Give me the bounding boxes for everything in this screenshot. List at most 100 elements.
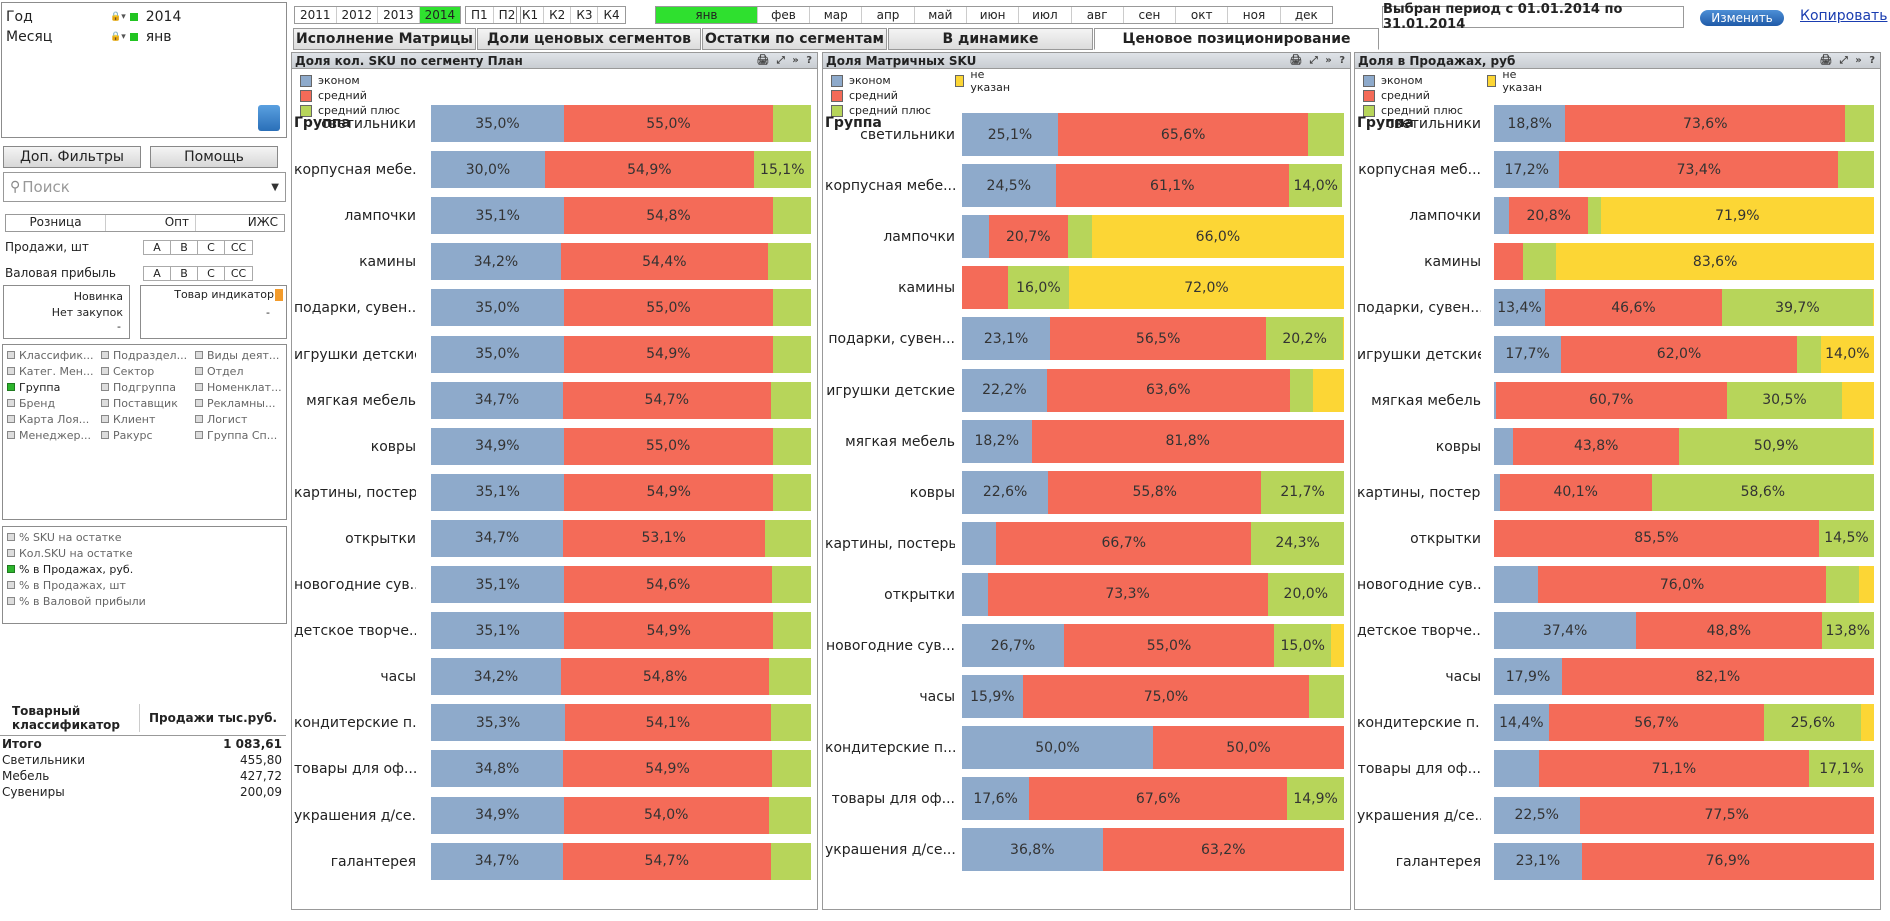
stacked-bar[interactable]: 15,9% 75,0% (962, 675, 1344, 722)
bar-segment[interactable]: 18,8% (1494, 105, 1566, 142)
stacked-bar[interactable]: 18,8% 73,6% (1494, 105, 1874, 145)
bar-segment[interactable]: 13,4% (1494, 289, 1545, 327)
trash-icon[interactable] (258, 105, 280, 131)
bar-segment[interactable]: 14,9% (1287, 777, 1344, 821)
quarter-option[interactable]: К2 (544, 7, 572, 23)
bar-segment[interactable] (1309, 675, 1344, 719)
bar-segment[interactable]: 50,0% (1153, 726, 1344, 770)
panel-tools-icon[interactable]: 🖨 ⤢ » ? (1289, 55, 1347, 66)
search-input[interactable]: ⚲ Поиск ▼ (3, 172, 286, 202)
bar-segment[interactable] (1872, 427, 1874, 465)
bar-segment[interactable]: 66,0% (1091, 215, 1344, 259)
stacked-bar[interactable]: 73,3% 20,0% (962, 572, 1344, 619)
bar-segment[interactable] (771, 566, 811, 603)
bar-segment[interactable]: 54,1% (565, 704, 771, 742)
bar-segment[interactable]: 20,2% (1266, 317, 1344, 361)
stacked-bar[interactable]: 34,2% 54,8% (431, 658, 811, 699)
bar-segment[interactable]: 37,4% (1494, 612, 1637, 650)
bar-segment[interactable]: 50,0% (962, 726, 1153, 770)
dimension-item[interactable]: Логист (195, 411, 285, 427)
month-option[interactable]: сен (1124, 7, 1177, 23)
bar-segment[interactable]: 22,2% (962, 368, 1047, 412)
month-option[interactable]: янв (656, 7, 758, 23)
bar-segment[interactable]: 85,5% (1494, 519, 1819, 557)
tab-1[interactable]: Исполнение Матрицы (293, 28, 476, 50)
abc-b[interactable]: B (171, 241, 198, 254)
dimension-item[interactable]: Ракурс (101, 427, 195, 443)
bar-segment[interactable]: 55,0% (564, 105, 773, 142)
table-head-sales[interactable]: Продажи тыс.руб. (148, 710, 278, 725)
checkbox-icon[interactable] (7, 399, 15, 407)
bar-segment[interactable] (773, 105, 811, 142)
quarter-option[interactable]: К1 (517, 7, 545, 23)
stacked-bar[interactable]: 22,5% 77,5% (1494, 796, 1874, 837)
bar-segment[interactable]: 54,9% (564, 473, 773, 511)
bar-segment[interactable] (1858, 566, 1874, 603)
year-option[interactable]: 2012 (337, 7, 379, 23)
bar-segment[interactable] (1588, 197, 1601, 235)
bar-segment[interactable] (771, 750, 811, 788)
stacked-bar[interactable]: 34,7% 53,1% (431, 519, 811, 560)
checkbox-icon[interactable] (101, 399, 109, 407)
bar-segment[interactable]: 72,0% (1068, 266, 1344, 310)
bar-segment[interactable]: 81,8% (1031, 419, 1344, 463)
stacked-bar[interactable]: 34,7% 54,7% (431, 381, 811, 422)
bar-segment[interactable]: 55,0% (1063, 624, 1275, 667)
bar-segment[interactable]: 54,7% (562, 842, 771, 880)
measure-item[interactable]: % в Продажах, руб. (7, 561, 282, 577)
abc-c[interactable]: C (198, 241, 225, 254)
bar-segment[interactable]: 40,1% (1499, 473, 1652, 511)
stacked-bar[interactable]: 34,8% 54,9% (431, 750, 811, 791)
tab-5[interactable]: Ценовое позиционирование (1094, 28, 1379, 50)
bar-segment[interactable] (962, 572, 988, 616)
table-row[interactable]: Сувениры 200,09 (0, 784, 286, 800)
tab-2[interactable]: Доли ценовых сегментов (477, 28, 701, 50)
bar-segment[interactable]: 83,6% (1556, 243, 1874, 281)
panel-tools-icon[interactable]: 🖨 ⤢ » ? (756, 55, 814, 66)
stacked-bar[interactable]: 22,2% 63,6% (962, 368, 1344, 415)
bar-segment[interactable]: 34,2% (431, 658, 561, 696)
bar-segment[interactable]: 35,3% (431, 704, 566, 742)
bar-segment[interactable]: 35,0% (431, 105, 564, 142)
bar-segment[interactable]: 54,9% (563, 750, 772, 788)
dimension-item[interactable]: Рекламны... (195, 395, 285, 411)
stacked-bar[interactable]: 23,1% 76,9% (1494, 842, 1874, 883)
bar-segment[interactable]: 30,5% (1726, 381, 1843, 419)
bar-segment[interactable]: 34,2% (431, 243, 561, 281)
tab-3[interactable]: Остатки по сегментам (702, 28, 887, 50)
bar-segment[interactable] (772, 473, 811, 511)
abc-cc[interactable]: CC (230, 267, 247, 280)
tab-4[interactable]: В динамике (888, 28, 1093, 50)
bar-segment[interactable]: 21,7% (1261, 470, 1344, 514)
dimension-item[interactable]: Подраздел... (101, 347, 195, 363)
bar-segment[interactable]: 55,0% (563, 427, 773, 465)
bar-segment[interactable]: 16,0% (1007, 266, 1069, 310)
bar-segment[interactable] (1861, 704, 1874, 742)
checkbox-icon[interactable] (7, 533, 15, 541)
bar-segment[interactable]: 73,4% (1559, 151, 1839, 189)
checkbox-icon[interactable] (101, 367, 109, 375)
dimension-item[interactable]: Катег. Мен... (7, 363, 101, 379)
bar-segment[interactable]: 14,0% (1288, 164, 1343, 208)
bar-segment[interactable]: 71,1% (1538, 750, 1809, 788)
year-option[interactable]: 2011 (295, 7, 337, 23)
checkbox-icon[interactable] (195, 383, 203, 391)
bar-segment[interactable]: 77,5% (1579, 796, 1874, 834)
bar-segment[interactable] (769, 658, 811, 696)
bar-segment[interactable]: 43,8% (1513, 427, 1680, 465)
bar-segment[interactable] (1494, 427, 1513, 465)
bar-segment[interactable]: 82,1% (1562, 658, 1874, 696)
bar-segment[interactable]: 34,7% (431, 381, 563, 419)
bar-segment[interactable]: 58,6% (1651, 473, 1874, 511)
abc-c[interactable]: C (198, 267, 225, 280)
bar-segment[interactable]: 26,7% (962, 624, 1064, 667)
bar-segment[interactable] (768, 796, 811, 834)
bar-segment[interactable]: 18,2% (962, 419, 1032, 463)
quarter-option[interactable]: К3 (571, 7, 599, 23)
bar-segment[interactable] (767, 243, 811, 281)
bar-segment[interactable]: 13,8% (1821, 612, 1874, 650)
bar-segment[interactable]: 61,1% (1055, 164, 1289, 208)
bar-segment[interactable]: 22,6% (962, 470, 1049, 514)
measure-item[interactable]: % SKU на остатке (7, 529, 282, 545)
dimension-item[interactable]: Классифик... (7, 347, 101, 363)
